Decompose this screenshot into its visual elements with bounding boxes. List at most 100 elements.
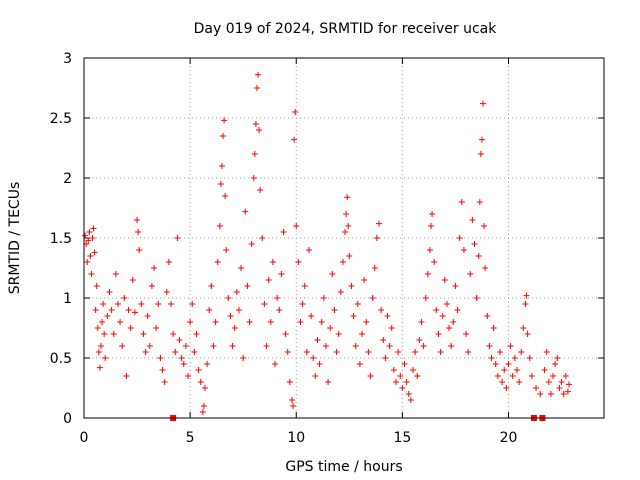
data-point (305, 247, 312, 253)
data-point (520, 325, 527, 331)
data-point (259, 235, 266, 241)
data-point (552, 361, 559, 367)
chart-title: Day 019 of 2024, SRMTID for receiver uca… (194, 21, 498, 37)
data-point (463, 331, 470, 337)
data-point (225, 295, 232, 301)
data-point (547, 391, 554, 397)
data-point (484, 313, 491, 319)
data-point (127, 325, 134, 331)
data-point (558, 379, 565, 385)
data-point (501, 367, 508, 373)
data-point (189, 301, 196, 307)
data-point (93, 283, 100, 289)
data-point (376, 220, 383, 227)
data-point (492, 361, 499, 367)
data-point (325, 379, 332, 385)
data-point (199, 409, 206, 415)
data-point (112, 271, 119, 277)
data-point (289, 397, 295, 403)
data-point (214, 259, 221, 265)
data-point (129, 277, 136, 283)
data-point (216, 223, 223, 229)
data-point (482, 265, 489, 271)
data-point (206, 307, 213, 313)
data-point (284, 349, 291, 355)
data-point (350, 313, 357, 319)
data-point (251, 151, 258, 157)
data-point (448, 343, 455, 349)
x-axis-label: GPS time / hours (285, 459, 402, 475)
data-point (399, 385, 406, 391)
data-point (248, 241, 255, 247)
data-point (342, 229, 349, 235)
data-point (312, 373, 319, 379)
data-point (545, 379, 552, 385)
data-point (303, 349, 310, 355)
data-point (371, 265, 378, 271)
data-point (165, 259, 172, 265)
data-point (320, 295, 327, 301)
data-point (476, 199, 483, 205)
x-tick-label: 0 (80, 430, 89, 446)
data-point (252, 121, 259, 127)
data-point (528, 373, 535, 379)
data-point (378, 307, 385, 313)
tick-layer: 0 0.5 1 1.5 2 2.5 3 0 5 10 15 20 (50, 51, 604, 446)
data-point (278, 271, 285, 277)
data-point (102, 355, 109, 361)
data-point (201, 385, 208, 391)
data-point (359, 331, 366, 337)
data-point (212, 319, 219, 325)
data-point (443, 301, 450, 307)
data-point (157, 355, 164, 361)
data-point (87, 253, 94, 259)
data-point (465, 349, 472, 355)
data-point (250, 175, 257, 181)
data-point (185, 373, 191, 379)
data-point (565, 381, 572, 388)
data-point (562, 373, 569, 379)
data-point (138, 301, 145, 307)
data-point (414, 373, 421, 379)
data-point (456, 235, 463, 241)
data-point (153, 325, 160, 331)
data-point (218, 163, 225, 169)
data-point (343, 211, 350, 217)
data-point (460, 247, 467, 253)
data-point (267, 319, 274, 325)
x-tick-label: 5 (186, 430, 195, 446)
data-point (467, 271, 474, 277)
data-point (337, 289, 344, 295)
data-point (322, 343, 329, 349)
data-point (204, 361, 211, 367)
data-point (170, 331, 177, 337)
plot-frame (83, 57, 605, 419)
data-point (280, 229, 287, 235)
data-point (516, 379, 523, 385)
data-point (478, 136, 485, 143)
data-point (409, 367, 416, 373)
data-point (100, 301, 107, 307)
data-point (458, 199, 465, 205)
data-point (533, 385, 540, 391)
data-point (505, 361, 512, 367)
data-point (469, 217, 476, 223)
data-point (131, 309, 138, 316)
data-point (497, 349, 503, 355)
data-point (416, 337, 423, 343)
data-point (507, 343, 514, 349)
data-point (481, 223, 488, 229)
data-point (429, 211, 436, 217)
data-point (382, 355, 389, 361)
data-point (488, 355, 495, 361)
data-point (499, 379, 506, 385)
data-point (142, 349, 149, 355)
data-point (197, 379, 204, 385)
data-point (123, 373, 130, 379)
data-point (384, 313, 391, 319)
data-point (292, 109, 299, 115)
data-point (424, 271, 431, 277)
data-point (146, 343, 153, 349)
data-point (242, 208, 249, 215)
data-point (452, 283, 459, 289)
